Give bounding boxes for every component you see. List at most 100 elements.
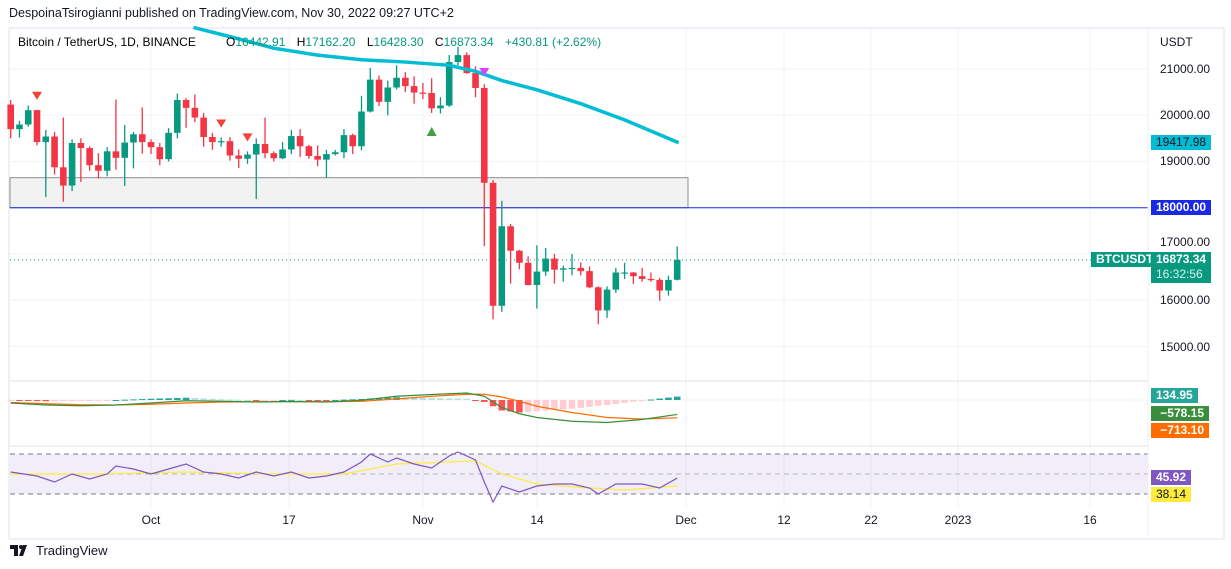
candle-body	[577, 267, 585, 272]
candle[interactable]	[296, 129, 304, 157]
candle[interactable]	[24, 105, 32, 127]
candle[interactable]	[612, 267, 620, 293]
candle[interactable]	[524, 256, 532, 286]
candles	[7, 46, 681, 325]
candle[interactable]	[533, 245, 541, 309]
candle[interactable]	[603, 286, 611, 318]
candle[interactable]	[410, 76, 418, 104]
candle[interactable]	[454, 46, 462, 66]
candle[interactable]	[200, 112, 207, 147]
candle[interactable]	[402, 72, 409, 93]
legend-open-label: O	[226, 35, 235, 49]
candle[interactable]	[673, 246, 681, 281]
candle[interactable]	[559, 265, 567, 282]
candle[interactable]	[314, 145, 321, 167]
candle[interactable]	[428, 78, 435, 113]
candle[interactable]	[235, 149, 243, 168]
candle[interactable]	[33, 109, 41, 146]
legend-open: 16442.91	[235, 35, 285, 49]
candle[interactable]	[375, 75, 383, 106]
candle[interactable]	[586, 266, 593, 289]
candle[interactable]	[551, 254, 558, 284]
candle[interactable]	[621, 262, 628, 279]
candle[interactable]	[594, 286, 602, 325]
date-tick: Dec	[675, 513, 696, 527]
macd-histogram-bar	[542, 400, 549, 411]
tradingview-logo[interactable]: TradingView	[10, 543, 108, 558]
candle[interactable]	[480, 84, 488, 247]
candle[interactable]	[147, 139, 155, 155]
candle[interactable]	[665, 275, 672, 296]
macd-badge: −578.15	[1151, 406, 1209, 421]
candle[interactable]	[340, 129, 348, 159]
price-tick: 19000.00	[1160, 154, 1210, 168]
candle[interactable]	[630, 272, 637, 285]
candle[interactable]	[656, 278, 663, 301]
candle[interactable]	[568, 254, 576, 276]
candle[interactable]	[323, 149, 330, 178]
candle[interactable]	[16, 120, 23, 138]
rsi-ma-badge: 38.14	[1151, 487, 1192, 502]
candle[interactable]	[156, 143, 164, 166]
candle[interactable]	[305, 144, 313, 159]
macd-histogram-bar	[410, 397, 418, 400]
candle[interactable]	[419, 82, 427, 100]
candle[interactable]	[288, 130, 295, 155]
candle[interactable]	[647, 272, 655, 282]
candle[interactable]	[507, 223, 514, 284]
candle[interactable]	[209, 132, 216, 150]
macd-histogram-bar	[130, 399, 137, 401]
support-zone[interactable]	[9, 177, 689, 209]
candle[interactable]	[349, 133, 357, 155]
candle[interactable]	[77, 138, 85, 182]
level-badge: 18000.00	[1151, 200, 1212, 215]
candle-body	[261, 143, 269, 154]
candle[interactable]	[138, 107, 146, 154]
candle-body	[121, 142, 129, 158]
candle[interactable]	[182, 98, 190, 128]
candle[interactable]	[270, 151, 278, 162]
candle[interactable]	[121, 124, 129, 187]
candle[interactable]	[252, 138, 260, 199]
sell-signal-icon	[32, 91, 43, 100]
candle[interactable]	[86, 146, 93, 171]
candle[interactable]	[165, 128, 172, 162]
candle[interactable]	[68, 139, 76, 192]
candle[interactable]	[393, 65, 400, 90]
candle[interactable]	[191, 94, 199, 123]
candle[interactable]	[279, 142, 286, 160]
candle[interactable]	[244, 151, 251, 164]
candle[interactable]	[226, 136, 234, 161]
candle[interactable]	[51, 131, 58, 175]
candle-body	[656, 279, 663, 291]
date-tick: 12	[777, 513, 791, 527]
candle[interactable]	[261, 117, 269, 159]
candle[interactable]	[366, 68, 374, 113]
candle[interactable]	[112, 99, 120, 170]
candle[interactable]	[331, 149, 339, 156]
candle[interactable]	[103, 147, 111, 177]
candle[interactable]	[437, 97, 444, 114]
candle[interactable]	[498, 200, 506, 312]
price-axis[interactable]: USDT 21000.00 20000.00 19000.00 17000.00…	[1147, 29, 1210, 536]
candle[interactable]	[95, 153, 102, 179]
candle[interactable]	[542, 247, 549, 276]
macd-histogram-bar	[612, 400, 620, 404]
candle[interactable]	[217, 137, 225, 147]
candle-body	[323, 154, 330, 160]
candle[interactable]	[638, 267, 646, 282]
candle-body	[51, 136, 58, 168]
candle[interactable]	[384, 80, 392, 116]
candle[interactable]	[516, 249, 523, 270]
candle[interactable]	[42, 130, 50, 198]
candle[interactable]	[174, 93, 181, 139]
candle[interactable]	[577, 262, 585, 276]
candle[interactable]	[489, 180, 497, 320]
candle[interactable]	[445, 55, 453, 107]
time-axis[interactable]: Oct 17 Nov 14 Dec 12 22 2023 16	[142, 513, 1097, 527]
candle[interactable]	[60, 117, 67, 202]
candle[interactable]	[130, 131, 137, 169]
candle[interactable]	[7, 99, 14, 139]
candle[interactable]	[358, 95, 365, 151]
